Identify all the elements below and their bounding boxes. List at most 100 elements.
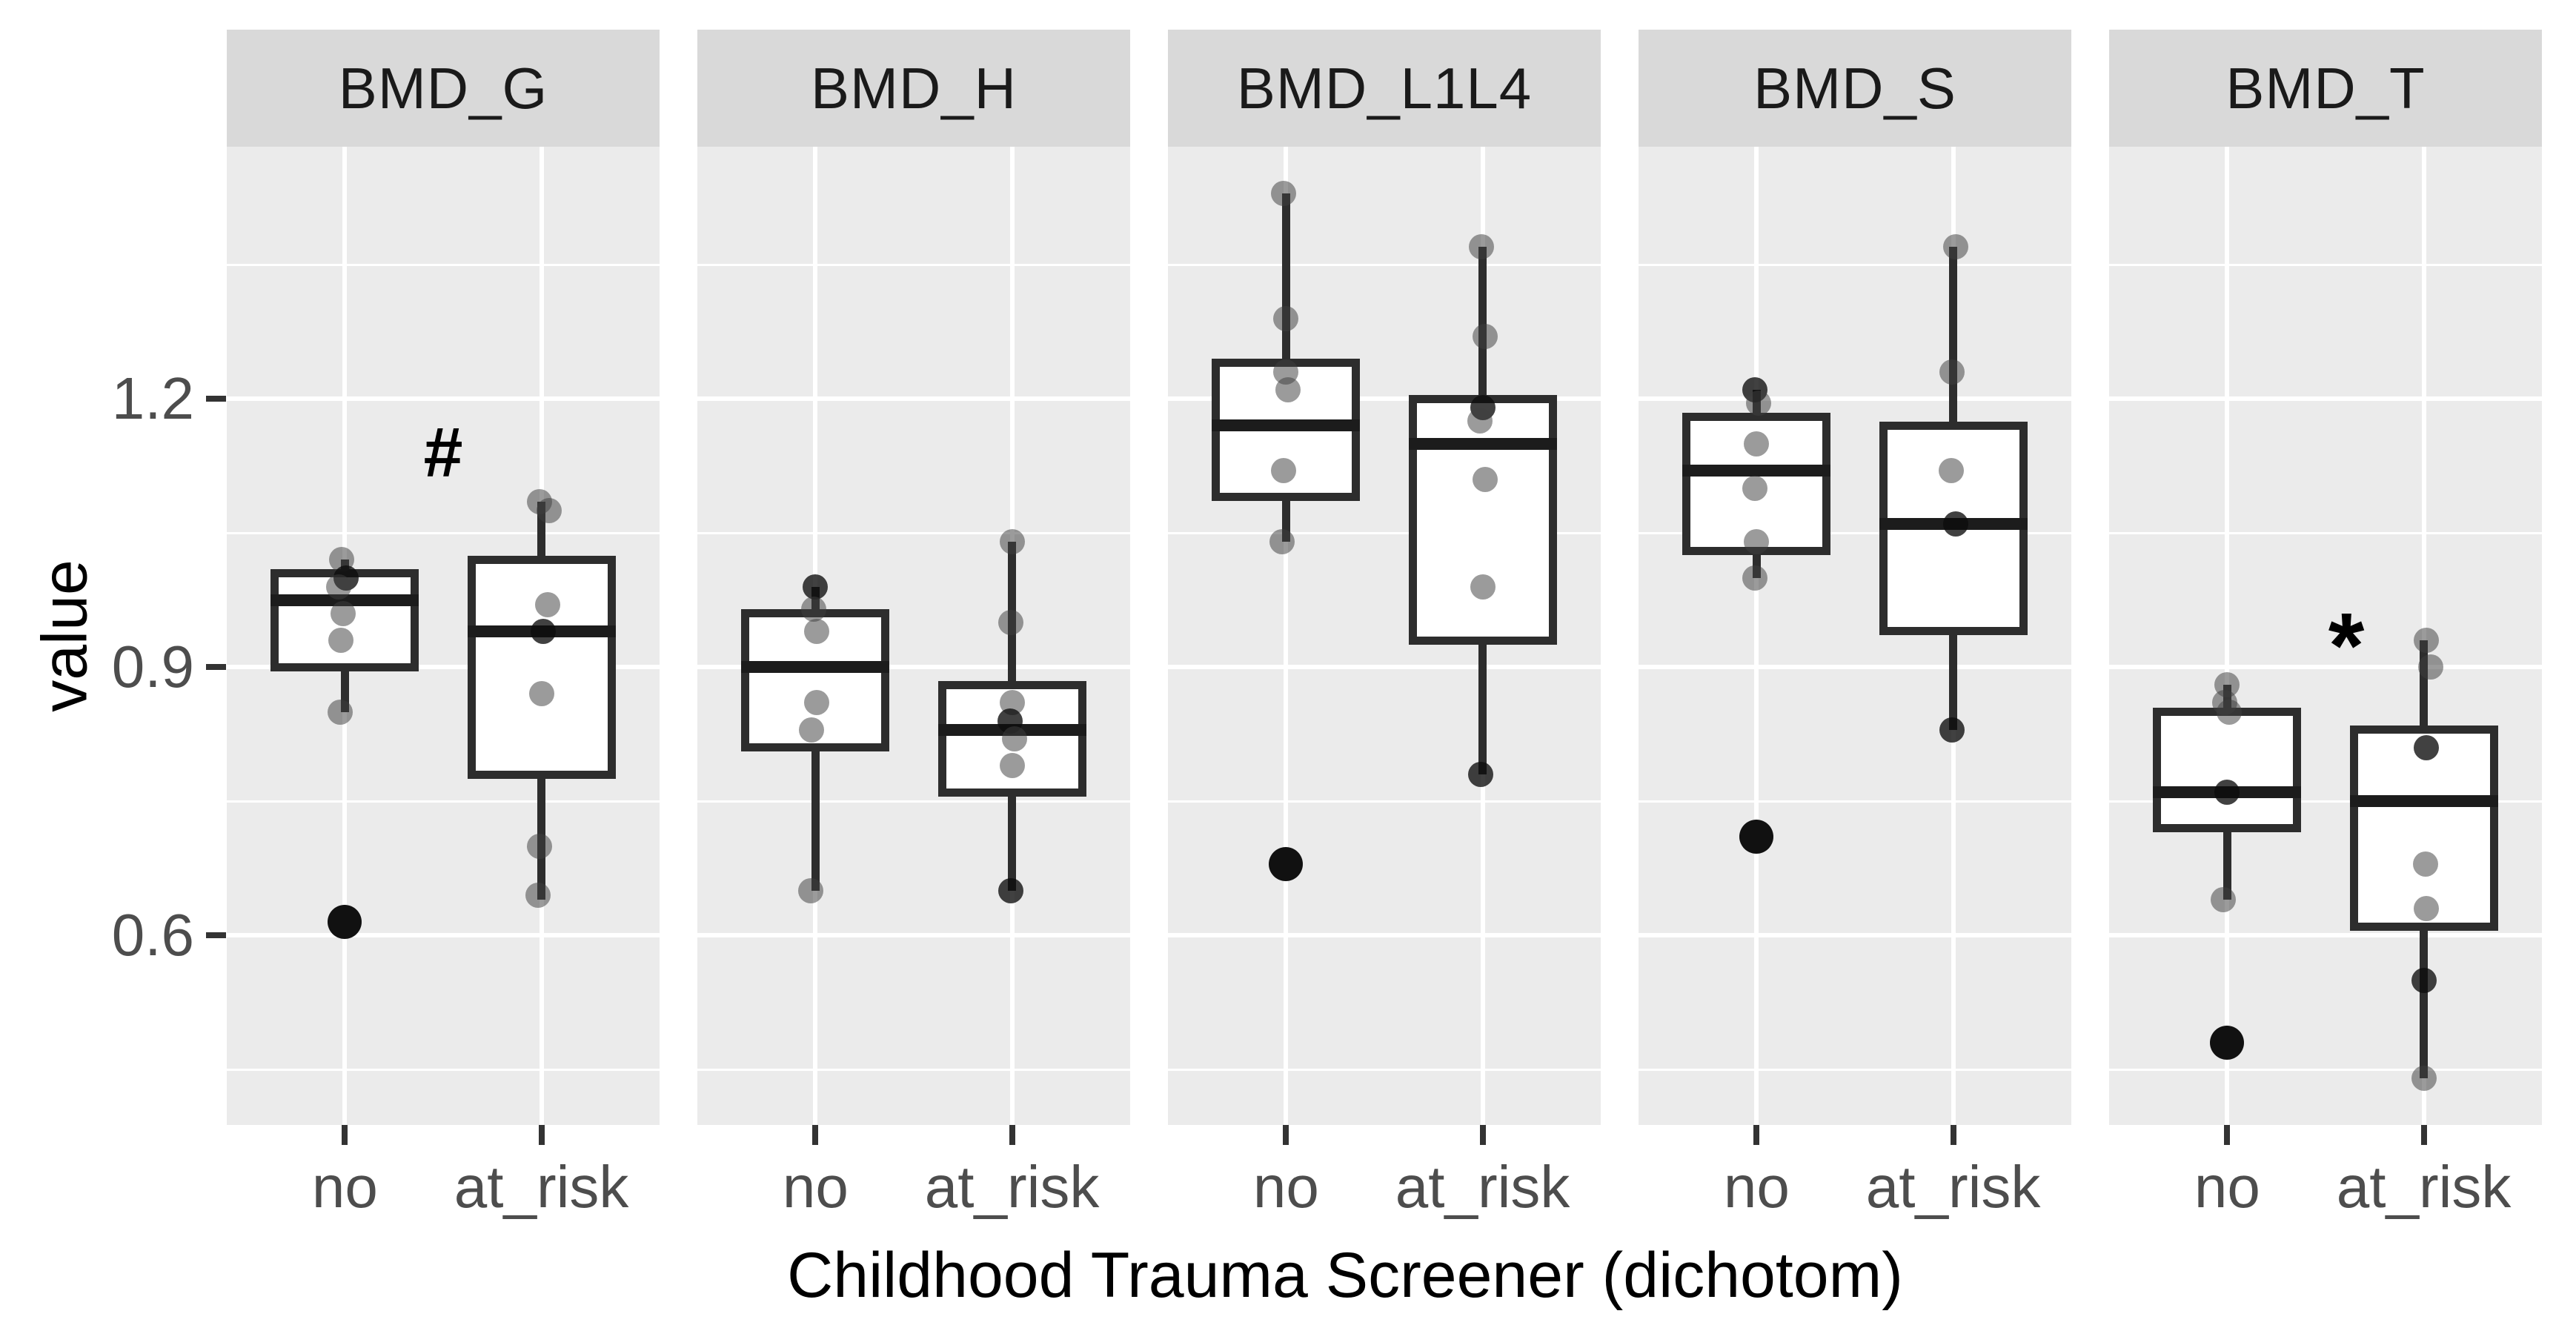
minor-gridline xyxy=(1168,800,1601,803)
minor-gridline xyxy=(697,800,1130,803)
major-gridline xyxy=(227,396,660,402)
boxplot-median xyxy=(1408,437,1557,450)
jitter-point xyxy=(1942,511,1968,537)
boxplot-median xyxy=(1682,464,1831,477)
major-gridline xyxy=(1168,665,1601,670)
major-gridline xyxy=(2109,933,2542,938)
facet-strip: BMD_T xyxy=(2109,30,2542,147)
jitter-point xyxy=(1472,466,1498,492)
x-tick-label: at_risk xyxy=(1395,1154,1570,1220)
y-tick-label: 0.9 xyxy=(111,634,194,700)
minor-gridline xyxy=(2109,800,2542,803)
jitter-point xyxy=(2411,1066,2437,1092)
major-gridline xyxy=(1639,933,2071,938)
facet-strip: BMD_L1L4 xyxy=(1168,30,1601,147)
jitter-point xyxy=(2413,628,2439,654)
jitter-point xyxy=(525,882,551,908)
y-axis-tick xyxy=(206,664,226,671)
jitter-point xyxy=(2217,699,2243,725)
jitter-point xyxy=(804,690,830,716)
significance-star-annotation: * xyxy=(2328,594,2365,698)
jitter-point xyxy=(2413,734,2439,760)
x-tick-label: at_risk xyxy=(924,1154,1100,1220)
jitter-point xyxy=(1746,391,1772,416)
significance-hash-annotation: # xyxy=(423,413,463,492)
jitter-point xyxy=(1942,234,1968,260)
boxplot-median xyxy=(270,594,419,606)
minor-gridline xyxy=(227,263,660,266)
y-tick-label: 1.2 xyxy=(111,365,194,432)
facet-panel xyxy=(1168,147,1601,1125)
minor-gridline xyxy=(227,800,660,803)
x-tick-label: at_risk xyxy=(454,1154,629,1220)
minor-gridline xyxy=(2109,1068,2542,1071)
x-axis-tick xyxy=(2420,1125,2427,1145)
y-axis-tick xyxy=(206,932,226,939)
major-gridline xyxy=(227,933,660,938)
jitter-point xyxy=(798,877,824,903)
minor-gridline xyxy=(1639,800,2071,803)
x-tick-label: no xyxy=(1252,1154,1319,1220)
y-tick-label: 0.6 xyxy=(111,902,194,969)
jitter-point xyxy=(530,618,556,644)
x-tick-label: no xyxy=(782,1154,849,1220)
outlier-point xyxy=(328,905,362,940)
minor-gridline xyxy=(1168,1068,1601,1071)
facet-panel xyxy=(697,147,1130,1125)
jitter-point xyxy=(1001,726,1027,751)
jitter-point xyxy=(1742,475,1768,501)
x-axis-title: Childhood Trauma Screener (dichotom) xyxy=(787,1240,1903,1311)
jitter-point xyxy=(1744,431,1770,456)
jitter-point xyxy=(536,498,562,524)
jitter-point xyxy=(799,717,825,743)
major-gridline xyxy=(1639,665,2071,670)
major-gridline xyxy=(227,665,660,670)
major-gridline xyxy=(1168,933,1601,938)
jitter-point xyxy=(534,591,560,617)
x-tick-label: at_risk xyxy=(2336,1154,2512,1220)
facet-panel xyxy=(227,147,660,1125)
jitter-point xyxy=(328,699,353,725)
major-gridline xyxy=(1639,396,2071,402)
minor-gridline xyxy=(697,263,1130,266)
jitter-point xyxy=(1275,377,1301,403)
jitter-point xyxy=(2412,851,2438,877)
facet-strip-label: BMD_T xyxy=(2225,55,2426,121)
outlier-point xyxy=(1739,820,1774,854)
minor-gridline xyxy=(1639,263,2071,266)
jitter-point xyxy=(331,600,356,626)
x-tick-label: no xyxy=(2194,1154,2260,1220)
facet-panel xyxy=(1639,147,2071,1125)
facet-strip-label: BMD_G xyxy=(338,55,548,121)
jitter-point xyxy=(1271,180,1297,206)
facet-strip: BMD_S xyxy=(1639,30,2071,147)
x-tick-label: no xyxy=(1723,1154,1790,1220)
y-axis-tick xyxy=(206,396,226,402)
category-gridline xyxy=(1754,147,1759,1125)
x-axis-tick xyxy=(1009,1125,1015,1145)
jitter-point xyxy=(803,574,829,600)
facet-strip-label: BMD_H xyxy=(810,55,1018,121)
major-gridline xyxy=(697,665,1130,670)
minor-gridline xyxy=(1168,263,1601,266)
boxplot-box xyxy=(2153,708,2302,832)
boxplot-median xyxy=(1212,419,1361,432)
minor-gridline xyxy=(227,531,660,534)
minor-gridline xyxy=(697,531,1130,534)
jitter-point xyxy=(2211,886,2237,912)
jitter-point xyxy=(1939,717,1965,743)
jitter-point xyxy=(999,752,1025,778)
jitter-point xyxy=(2417,654,2443,680)
facet-strip: BMD_G xyxy=(227,30,660,147)
x-tick-label: at_risk xyxy=(1865,1154,2041,1220)
boxplot-box xyxy=(467,555,616,779)
jitter-point xyxy=(528,681,554,707)
jitter-point xyxy=(326,574,352,600)
minor-gridline xyxy=(1639,1068,2071,1071)
minor-gridline xyxy=(697,1068,1130,1071)
facet-strip-label: BMD_L1L4 xyxy=(1236,55,1533,121)
jitter-point xyxy=(1470,574,1496,600)
jitter-point xyxy=(1938,457,1964,483)
major-gridline xyxy=(697,933,1130,938)
